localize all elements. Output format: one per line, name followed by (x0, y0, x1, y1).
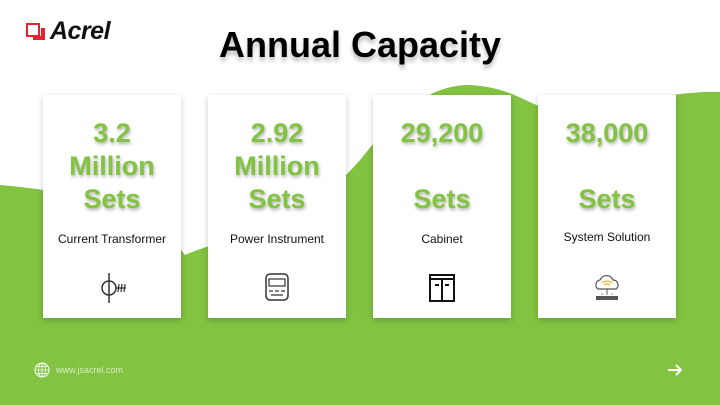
logo-mark-icon (26, 22, 45, 40)
capacity-card-system-solution: 38,000 Sets System Solution (538, 95, 676, 318)
card-label: Power Instrument (229, 232, 325, 246)
capacity-value: 3.2 Million Sets (69, 118, 155, 214)
current-transformer-icon (101, 273, 126, 303)
power-meter-icon (265, 273, 289, 301)
capacity-value: 29,200 Sets (400, 118, 484, 214)
cloud-router-icon (595, 275, 619, 300)
capacity-value: 2.92 Million Sets (234, 118, 320, 214)
globe-icon (34, 362, 50, 378)
logo-text: Acrel (50, 17, 111, 45)
capacity-card-power-instrument: 2.92 Million Sets Power Instrument (208, 95, 346, 318)
cabinet-icon (429, 274, 455, 302)
capacity-card-current-transformer: 3.2 Million Sets Current Transformer (43, 95, 181, 318)
capacity-value: 38,000 Sets (565, 118, 649, 214)
card-label: Cabinet (421, 232, 463, 246)
website-link[interactable]: www.jsacrel.com (56, 365, 124, 375)
capacity-card-cabinet: 29,200 Sets Cabinet (373, 95, 511, 318)
acrel-logo: Acrel (26, 17, 111, 46)
page-title: Annual Capacity (218, 24, 502, 65)
card-label: Current Transformer (57, 232, 167, 246)
footer-website[interactable]: www.jsacrel.com (34, 362, 123, 378)
card-label: System Solution (563, 230, 651, 244)
arrow-right-icon[interactable] (666, 361, 684, 379)
